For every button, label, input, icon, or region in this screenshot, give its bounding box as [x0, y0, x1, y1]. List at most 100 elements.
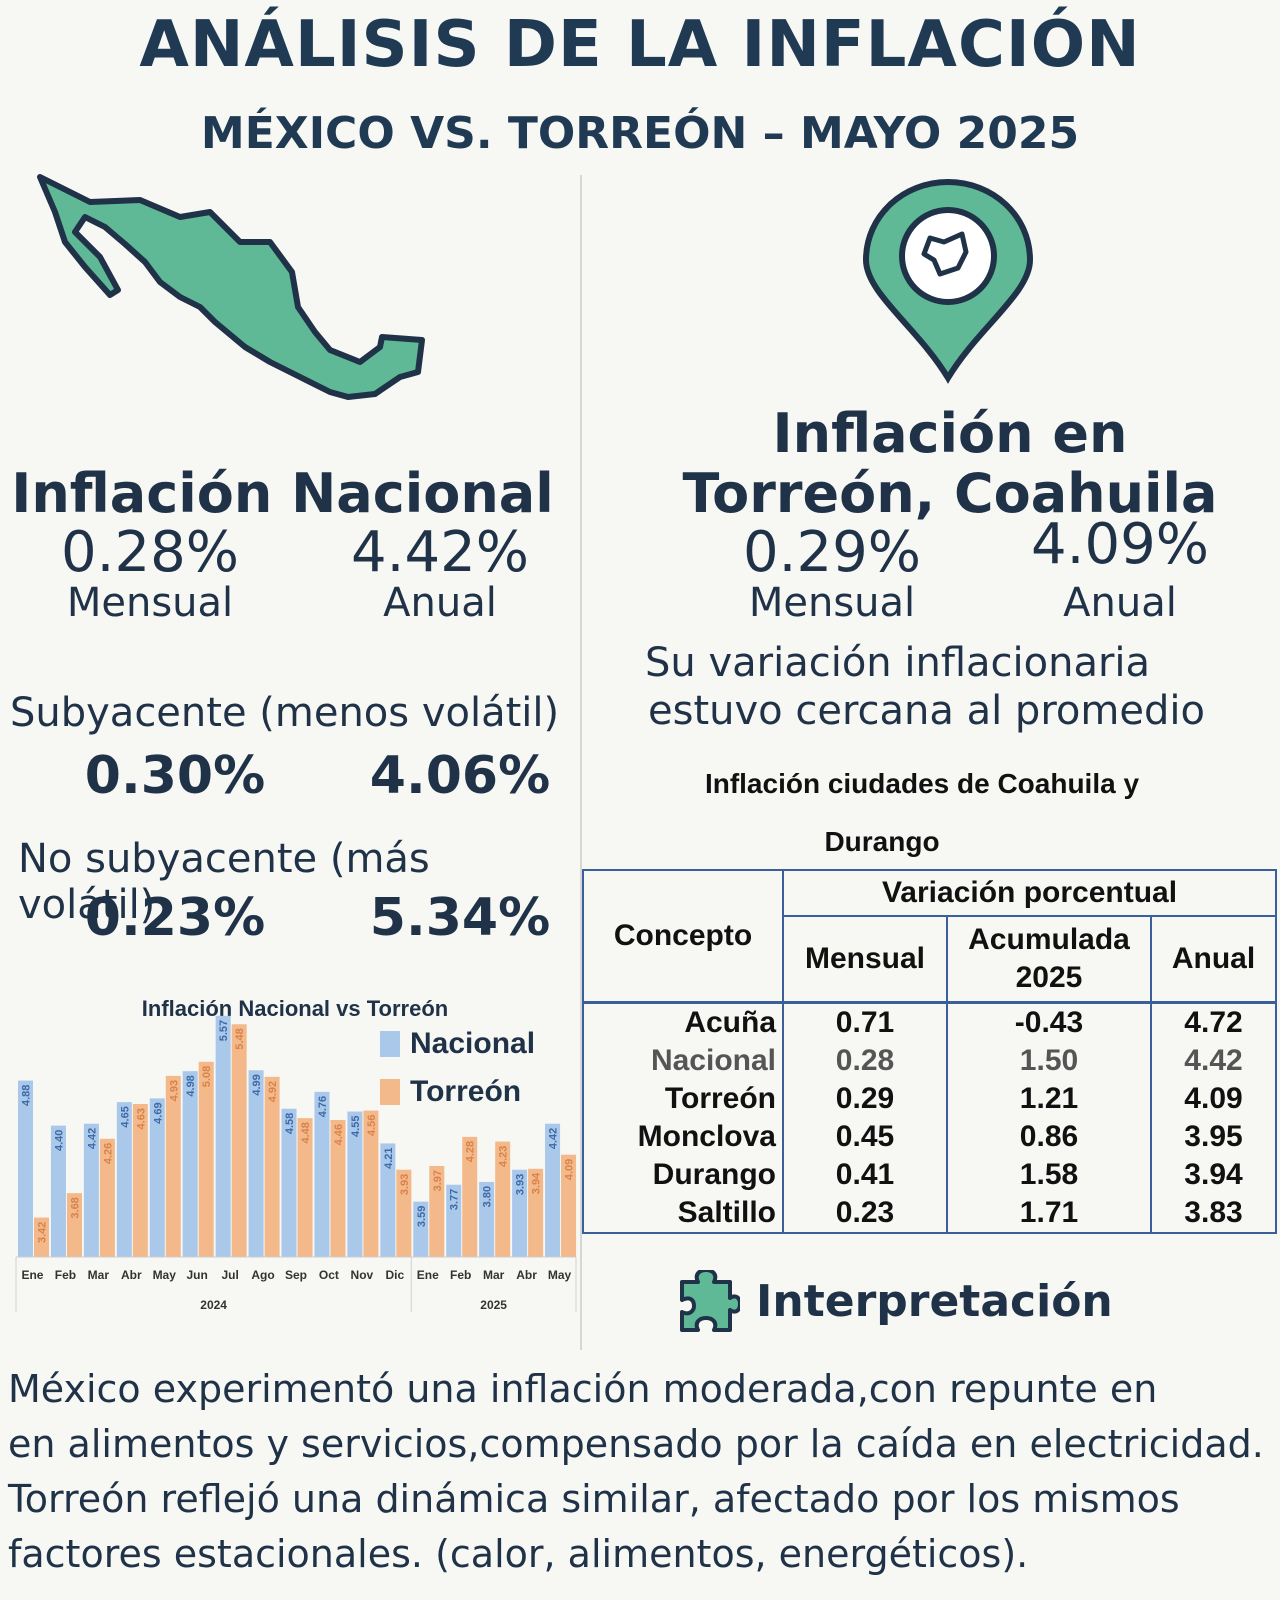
x-tick-label: Ene: [21, 1268, 43, 1282]
legend-swatch: [380, 1031, 400, 1057]
bar-torreon: [363, 1110, 379, 1257]
page-subtitle: MÉXICO VS. TORREÓN – MAYO 2025: [200, 108, 1080, 159]
nacional-mensual-label: Mensual: [66, 580, 234, 626]
bar-nacional: [83, 1123, 99, 1257]
x-tick-label: Abr: [121, 1268, 142, 1282]
bar-nacional: [116, 1102, 132, 1257]
nacional-anual-value: 4.42%: [351, 520, 529, 585]
legend-label: Torreón: [410, 1075, 521, 1108]
bar-nacional: [182, 1071, 198, 1257]
bar-torreon: [198, 1061, 214, 1257]
bar-torreon: [165, 1075, 181, 1257]
bar-nacional: [149, 1098, 165, 1257]
x-tick-label: Nov: [351, 1268, 374, 1282]
bar-torreon: [528, 1168, 544, 1257]
header-concepto: Concepto: [582, 869, 784, 1003]
data-label: 4.98: [185, 1075, 197, 1096]
bar-torreon: [99, 1138, 115, 1257]
table-row: Acuña 0.71 -0.43 4.72: [582, 1000, 1277, 1042]
bar-torreon: [34, 1217, 49, 1257]
row-acumulada: 1.21: [946, 1079, 1152, 1118]
data-label: 3.93: [399, 1174, 411, 1195]
torreon-mensual-label: Mensual: [748, 580, 916, 626]
x-tick-label: Feb: [450, 1268, 471, 1282]
torreon-anual-label: Anual: [1063, 580, 1177, 626]
interpretacion-paragraph: México experimentó una inflación moderad…: [8, 1362, 1273, 1582]
row-anual: 3.83: [1150, 1193, 1277, 1234]
torreon-mensual-value: 0.29%: [743, 520, 921, 585]
year-label: 2024: [200, 1298, 227, 1312]
row-city: Torreón: [582, 1079, 784, 1118]
data-label: 4.88: [21, 1085, 33, 1106]
data-label: 4.42: [548, 1128, 560, 1149]
data-label: 4.69: [152, 1102, 164, 1123]
table-row: Nacional 0.28 1.50 4.42: [582, 1041, 1277, 1080]
header-variacion: Variación porcentual: [782, 869, 1277, 917]
no-subyacente-mensual: 0.23%: [84, 888, 266, 948]
data-label: 3.97: [432, 1170, 444, 1191]
bar-nacional: [347, 1111, 363, 1257]
data-label: 4.55: [350, 1116, 362, 1137]
row-anual: 4.72: [1150, 1000, 1277, 1042]
nacional-mensual-value: 0.28%: [61, 520, 239, 585]
data-label: 4.42: [86, 1128, 98, 1149]
data-label: 4.63: [135, 1108, 147, 1129]
subyacente-anual: 4.06%: [369, 746, 551, 806]
row-mensual: 0.71: [782, 1000, 948, 1042]
data-label: 5.48: [234, 1028, 246, 1049]
x-tick-label: Ago: [251, 1268, 274, 1282]
data-label: 3.77: [449, 1189, 461, 1210]
header-mensual: Mensual: [782, 915, 948, 1003]
bar-torreon: [297, 1118, 313, 1257]
x-tick-label: Jul: [221, 1268, 238, 1282]
data-label: 3.80: [482, 1186, 494, 1207]
header-anual: Anual: [1150, 915, 1277, 1003]
data-label: 4.23: [498, 1146, 510, 1167]
torreon-note-line1: Su variación inflacionaria: [645, 640, 1151, 686]
row-mensual: 0.45: [782, 1117, 948, 1156]
data-label: 4.93: [168, 1080, 180, 1101]
data-label: 5.57: [218, 1020, 230, 1041]
data-label: 4.09: [564, 1159, 576, 1180]
row-anual: 3.94: [1150, 1155, 1277, 1194]
x-tick-label: Mar: [88, 1268, 110, 1282]
bar-torreon: [132, 1104, 148, 1257]
row-acumulada: 0.86: [946, 1117, 1152, 1156]
x-tick-label: Feb: [55, 1268, 76, 1282]
row-city: Saltillo: [582, 1193, 784, 1234]
x-tick-label: Oct: [319, 1268, 339, 1282]
bar-nacional: [314, 1091, 330, 1257]
legend-swatch: [380, 1079, 400, 1105]
torreon-note-line2: estuvo cercana al promedio: [648, 688, 1205, 734]
row-city: Acuña: [582, 1000, 784, 1042]
x-tick-label: Jun: [187, 1268, 208, 1282]
x-tick-label: May: [548, 1268, 572, 1282]
table-row: Torreón 0.29 1.21 4.09: [582, 1079, 1277, 1118]
data-label: 4.46: [333, 1124, 345, 1145]
data-label: 4.48: [300, 1122, 312, 1143]
bar-nacional: [281, 1108, 297, 1257]
row-acumulada: -0.43: [946, 1000, 1152, 1042]
bar-nacional: [380, 1143, 396, 1257]
x-tick-label: Abr: [516, 1268, 537, 1282]
x-tick-label: Ene: [417, 1268, 439, 1282]
torreon-title-line1: Inflación en: [772, 402, 1128, 465]
row-acumulada: 1.71: [946, 1193, 1152, 1234]
bar-torreon: [66, 1193, 82, 1257]
data-label: 4.65: [119, 1106, 131, 1127]
x-tick-label: Sep: [285, 1268, 307, 1282]
row-anual: 4.42: [1150, 1041, 1277, 1080]
row-acumulada: 1.50: [946, 1041, 1152, 1080]
bar-torreon: [231, 1024, 247, 1257]
bar-torreon: [330, 1119, 346, 1257]
paragraph-line: factores estacionales. (calor, alimentos…: [8, 1532, 1029, 1576]
legend-label: Nacional: [410, 1027, 535, 1060]
data-label: 4.76: [317, 1096, 329, 1117]
bar-torreon: [396, 1169, 412, 1257]
data-label: 3.94: [531, 1172, 543, 1194]
x-tick-label: Mar: [483, 1268, 505, 1282]
no-subyacente-label: No subyacente (más volátil): [18, 836, 430, 928]
bar-torreon: [264, 1076, 280, 1257]
row-mensual: 0.23: [782, 1193, 948, 1234]
row-anual: 4.09: [1150, 1079, 1277, 1118]
